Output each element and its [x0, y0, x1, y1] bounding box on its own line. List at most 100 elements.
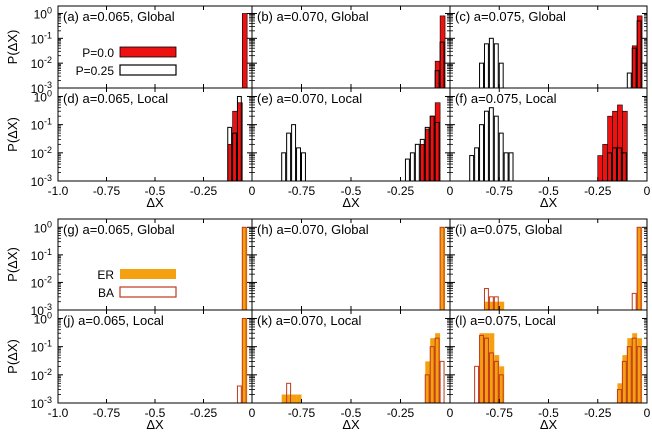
outline-bar	[498, 132, 504, 182]
y-tick-exponent: 0	[47, 219, 52, 229]
outline-bar	[281, 152, 287, 182]
x-tick-label: -0.5	[538, 406, 559, 420]
panel-label: (l) a=0.075, Local	[455, 313, 556, 328]
x-axis-label: ΔX	[342, 195, 360, 210]
x-tick-label: -0.5	[538, 184, 559, 198]
y-tick-label: 100	[34, 310, 52, 326]
legend-label: P=0.0	[82, 46, 114, 60]
legend-label: P=0.25	[76, 64, 115, 78]
solid-bar	[281, 394, 287, 403]
solid-bar	[622, 355, 628, 403]
y-tick-exponent: -2	[44, 367, 52, 377]
panel-label: (f) a=0.075, Local	[455, 91, 557, 106]
y-tick-label: 10-1	[31, 339, 52, 355]
legend-swatch	[119, 46, 177, 58]
panel-11: -0.75 -0.5 -0.25 0 ΔX (k) a=0.070, Local	[251, 309, 454, 432]
y-tick-exponent: 0	[47, 310, 52, 320]
solid-bar	[484, 301, 490, 310]
solid-bar	[637, 227, 643, 310]
y-tick-exponent: -3	[44, 173, 52, 183]
legend-swatch	[119, 286, 177, 298]
y-tick-exponent: -2	[44, 145, 52, 155]
solid-bar	[440, 227, 446, 310]
outline-bar	[508, 152, 514, 182]
panel-label: (j) a=0.065, Local	[63, 313, 164, 328]
y-axis-label: P(ΔX)	[5, 247, 20, 282]
x-tick-label: -0.25	[190, 184, 218, 198]
y-axis-label: P(ΔX)	[5, 117, 20, 152]
panel-8: (h) a=0.070, Global	[251, 218, 451, 311]
y-tick-label: 10-2	[31, 145, 52, 161]
panel-label: (k) a=0.070, Local	[257, 313, 362, 328]
x-tick-label: -0.75	[486, 184, 514, 198]
x-tick-label: -0.75	[93, 406, 121, 420]
outline-bar	[291, 124, 297, 182]
x-tick-label: -1.0	[48, 184, 69, 198]
solid-bar	[484, 333, 490, 403]
solid-bar	[489, 333, 495, 403]
outline-bar	[483, 43, 489, 89]
y-tick-label: 100	[34, 219, 52, 235]
outline-bar	[503, 152, 509, 182]
legend-label: ER	[97, 268, 114, 282]
y-tick-exponent: -3	[44, 302, 52, 312]
solid-bar	[494, 301, 500, 310]
x-tick-label: 0	[249, 406, 256, 420]
y-tick-label: 10-2	[31, 55, 52, 71]
y-tick-exponent: -1	[44, 247, 52, 257]
solid-bar	[242, 227, 248, 310]
outline-bar	[498, 62, 504, 89]
y-tick-exponent: 0	[47, 5, 52, 15]
legend-swatch	[120, 269, 176, 279]
x-tick-label: -0.25	[387, 184, 415, 198]
solid-bar	[425, 361, 431, 403]
outline-bar	[626, 72, 632, 89]
x-tick-label: -0.75	[93, 184, 121, 198]
solid-bar	[499, 301, 505, 310]
panel-6: -0.75 -0.5 -0.25 0 ΔX (f) a=0.075, Local	[449, 87, 651, 210]
x-axis-label: ΔX	[540, 195, 558, 210]
y-tick-exponent: -1	[44, 339, 52, 349]
y-tick-label: 10-2	[31, 274, 52, 290]
solid-bar	[430, 338, 436, 403]
solid-bar	[627, 338, 633, 403]
solid-bar	[489, 301, 495, 310]
outline-bar	[479, 124, 484, 182]
x-tick-label: 0	[447, 184, 454, 198]
panel-label: (e) a=0.070, Local	[257, 91, 362, 106]
legend-swatch	[119, 64, 177, 76]
x-tick-label: -0.25	[584, 406, 612, 420]
y-tick-exponent: -2	[44, 55, 52, 65]
x-tick-label: 0	[644, 406, 651, 420]
panel-label: (d) a=0.065, Local	[63, 91, 168, 106]
outline-bar	[488, 37, 494, 89]
panel-2: (b) a=0.070, Global	[251, 5, 451, 89]
x-axis-label: ΔX	[146, 195, 164, 210]
x-tick-label: -1.0	[48, 406, 69, 420]
solid-bar	[242, 13, 248, 89]
x-tick-label: -0.5	[145, 406, 166, 420]
y-tick-label: 10-1	[31, 117, 52, 133]
legend: P=0.0 P=0.25	[76, 46, 177, 78]
y-tick-label: 100	[34, 5, 52, 21]
x-tick-label: -0.5	[145, 184, 166, 198]
solid-bar	[242, 318, 248, 403]
outline-bar	[631, 292, 637, 311]
panel-12: -0.75 -0.5 -0.25 0 ΔX (l) a=0.075, Local	[449, 309, 651, 432]
x-axis-label: ΔX	[146, 417, 164, 432]
panel-9: (i) a=0.075, Global	[449, 218, 648, 311]
outline-bar	[439, 360, 445, 404]
outline-bar	[414, 143, 420, 182]
solid-bar	[597, 155, 603, 182]
solid-bar	[499, 366, 505, 403]
panel-label: (i) a=0.075, Global	[455, 222, 562, 237]
outline-bar	[404, 158, 410, 182]
y-axis-label: P(ΔX)	[5, 339, 20, 374]
solid-bar	[632, 333, 638, 403]
y-tick-exponent: -3	[44, 395, 52, 405]
x-axis-label: ΔX	[540, 417, 558, 432]
solid-bar	[479, 333, 485, 403]
